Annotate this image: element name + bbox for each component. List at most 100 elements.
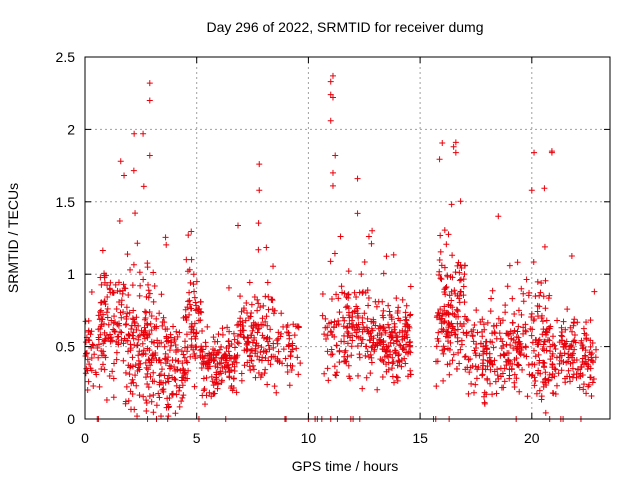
data-points — [82, 72, 600, 422]
data-point — [351, 289, 358, 296]
data-point — [500, 384, 507, 391]
data-point — [511, 383, 518, 390]
data-point — [370, 316, 377, 323]
data-point — [494, 372, 501, 379]
data-point — [545, 377, 552, 384]
data-point — [393, 337, 400, 344]
data-point — [358, 271, 365, 278]
data-point — [454, 262, 461, 269]
data-point — [434, 335, 441, 342]
data-point — [566, 373, 573, 380]
data-point — [406, 324, 413, 331]
data-point — [268, 296, 275, 303]
data-point — [191, 383, 198, 390]
data-point — [176, 384, 183, 391]
data-point — [188, 256, 195, 263]
data-point — [187, 279, 194, 286]
data-point — [406, 342, 413, 349]
data-point — [489, 361, 496, 368]
data-point — [270, 263, 277, 270]
data-point — [178, 348, 185, 355]
data-point — [136, 392, 143, 399]
data-point — [162, 326, 169, 333]
data-point — [362, 343, 369, 350]
data-point — [176, 403, 183, 410]
data-point — [123, 304, 130, 311]
y-tick-label: 0.5 — [56, 339, 76, 355]
data-point — [107, 279, 114, 286]
data-point — [328, 346, 335, 353]
data-point — [84, 387, 91, 394]
data-point — [458, 264, 465, 271]
data-point — [396, 358, 403, 365]
data-point-peak — [591, 288, 598, 295]
y-tick-label: 2.5 — [56, 49, 76, 65]
data-point — [156, 310, 163, 317]
data-point — [127, 266, 134, 273]
data-point — [158, 366, 165, 373]
data-point — [367, 337, 374, 344]
data-point — [521, 352, 528, 359]
data-point — [376, 323, 383, 330]
data-point — [565, 354, 572, 361]
data-point — [183, 315, 190, 322]
data-point — [150, 369, 157, 376]
data-point — [122, 285, 129, 292]
data-point — [367, 370, 374, 377]
data-point — [136, 332, 143, 339]
data-point — [131, 406, 138, 413]
data-point — [106, 373, 113, 380]
data-point — [438, 276, 445, 283]
data-point — [569, 328, 576, 335]
data-point — [210, 358, 217, 364]
data-point — [333, 369, 340, 376]
data-point — [233, 359, 240, 366]
data-point — [582, 347, 589, 354]
data-point — [448, 288, 455, 295]
data-point — [159, 322, 166, 329]
data-point — [368, 354, 375, 361]
data-point — [541, 338, 548, 345]
data-point — [455, 349, 462, 356]
data-point — [237, 293, 244, 300]
data-point — [381, 327, 388, 334]
data-point — [349, 337, 356, 344]
data-point — [583, 390, 590, 397]
data-point — [146, 308, 153, 315]
data-point — [151, 378, 158, 385]
data-point — [371, 346, 378, 353]
data-point — [263, 313, 270, 320]
data-point — [403, 317, 410, 324]
data-point — [145, 287, 152, 294]
data-point — [225, 338, 232, 345]
data-point — [353, 329, 360, 336]
data-point — [525, 292, 532, 299]
data-point — [238, 308, 245, 315]
data-point — [528, 332, 535, 339]
data-point — [589, 379, 596, 386]
data-point — [215, 331, 222, 338]
y-tick-label: 1 — [67, 266, 75, 282]
data-point — [125, 348, 132, 355]
data-point — [335, 321, 342, 328]
data-point — [141, 324, 148, 331]
data-point — [172, 341, 179, 348]
data-point — [139, 351, 146, 358]
data-point — [511, 371, 518, 378]
data-point — [101, 352, 108, 359]
data-point — [280, 346, 287, 353]
data-point — [327, 258, 334, 265]
data-point — [284, 322, 291, 329]
data-point — [501, 351, 508, 358]
data-point — [437, 306, 444, 313]
data-point — [345, 362, 352, 369]
data-point — [283, 329, 290, 336]
data-point — [511, 311, 518, 318]
data-point — [161, 343, 168, 350]
data-point — [394, 374, 401, 381]
data-point — [364, 287, 371, 294]
data-point — [567, 343, 574, 350]
data-point — [528, 310, 535, 317]
data-point-peak — [327, 117, 334, 124]
